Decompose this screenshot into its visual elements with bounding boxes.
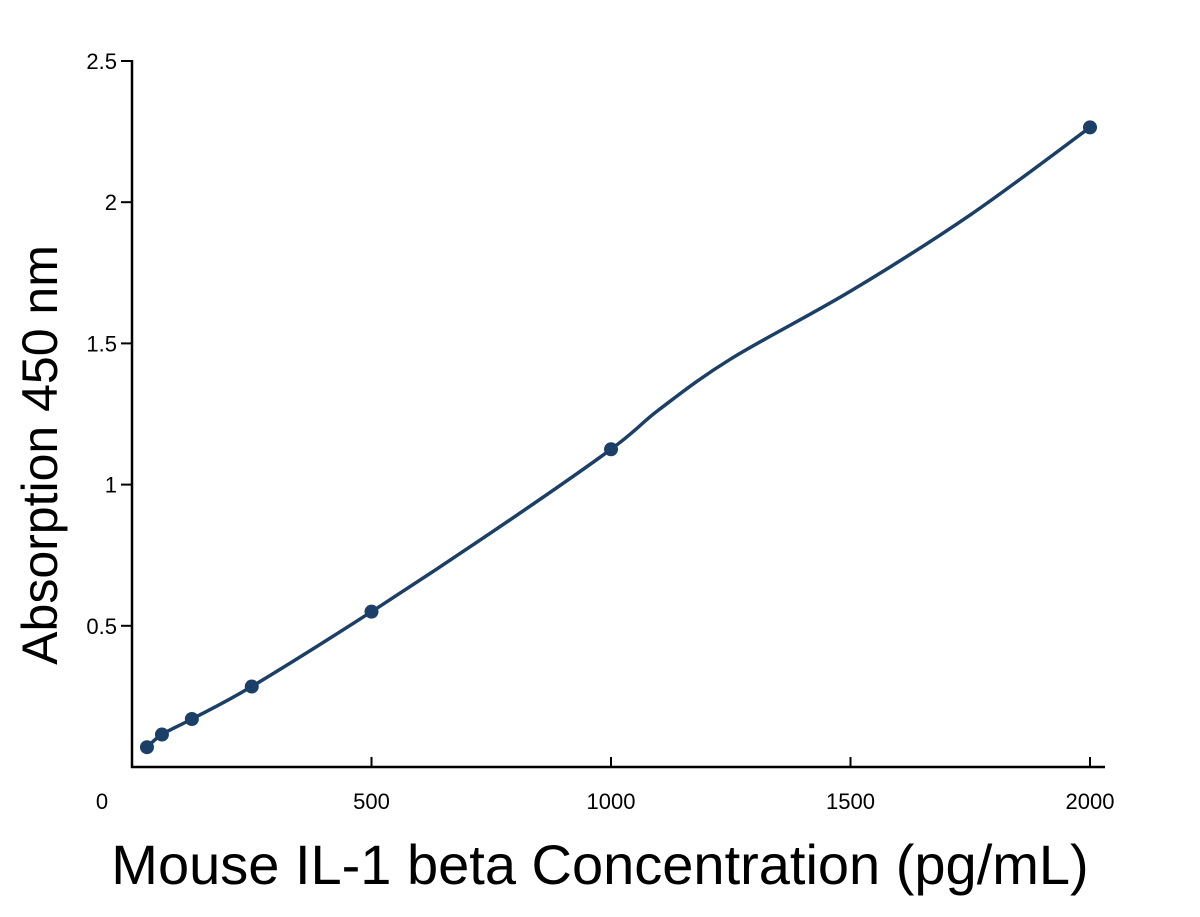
y-tick-label: 1.5 (86, 331, 117, 356)
x-tick-label: 0 (96, 789, 108, 814)
ticks: 0 500 1000 1500 2000 0.5 1 1.5 2 2.5 (86, 49, 1114, 814)
x-tick-label: 1500 (826, 789, 875, 814)
x-tick-label: 1000 (587, 789, 636, 814)
y-axis-title: Absorption 450 nm (12, 245, 68, 665)
x-tick-label: 2000 (1066, 789, 1115, 814)
data-point (604, 442, 618, 457)
data-point (244, 679, 259, 694)
y-tick-label: 1 (105, 473, 117, 498)
data-point (1083, 120, 1097, 135)
data-point (154, 727, 169, 742)
y-tick-label: 2 (105, 190, 117, 215)
data-point (184, 711, 199, 726)
axes (130, 60, 1105, 769)
data-point (364, 604, 379, 619)
x-tick-label: 500 (353, 789, 390, 814)
y-tick-label: 0.5 (86, 614, 117, 639)
series-line (145, 125, 1092, 749)
x-axis-title: Mouse IL-1 beta Concentration (pg/mL) (111, 833, 1088, 896)
y-tick-label: 2.5 (86, 49, 117, 74)
series (139, 120, 1097, 755)
data-point (139, 740, 154, 755)
